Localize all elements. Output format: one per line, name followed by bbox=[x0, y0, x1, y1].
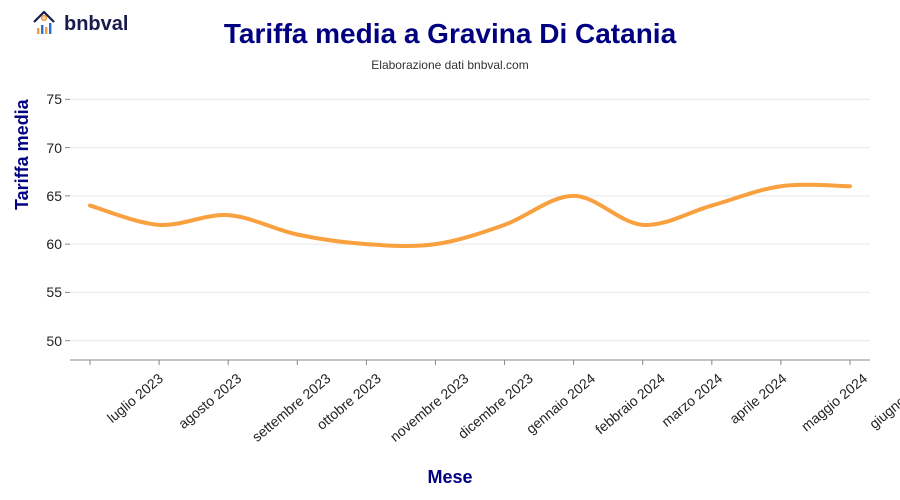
x-tick-label: luglio 2023 bbox=[104, 370, 166, 426]
plot-area: 505560657075luglio 2023agosto 2023settem… bbox=[70, 80, 870, 360]
y-tick-label: 50 bbox=[46, 333, 62, 349]
x-tick-marks bbox=[90, 360, 850, 365]
y-tick-label: 65 bbox=[46, 188, 62, 204]
y-tick-label: 55 bbox=[46, 284, 62, 300]
x-tick-label: febbraio 2024 bbox=[592, 370, 668, 437]
x-tick-label: settembre 2023 bbox=[249, 370, 334, 445]
x-tick-label: aprile 2024 bbox=[726, 370, 789, 427]
y-axis-title: Tariffa media bbox=[12, 99, 33, 210]
x-tick-label: marzo 2024 bbox=[658, 370, 725, 430]
chart-svg bbox=[70, 80, 870, 360]
x-tick-label: agosto 2023 bbox=[175, 370, 244, 432]
x-tick-label: maggio 2024 bbox=[798, 370, 870, 434]
chart-title: Tariffa media a Gravina Di Catania bbox=[0, 18, 900, 50]
x-axis-title: Mese bbox=[0, 467, 900, 488]
y-tick-marks bbox=[65, 99, 70, 340]
series-line bbox=[90, 185, 850, 246]
y-tick-label: 60 bbox=[46, 236, 62, 252]
x-tick-label: giugno 2024 bbox=[866, 370, 900, 432]
y-tick-label: 70 bbox=[46, 140, 62, 156]
y-tick-label: 75 bbox=[46, 91, 62, 107]
chart-subtitle: Elaborazione dati bnbval.com bbox=[0, 58, 900, 72]
